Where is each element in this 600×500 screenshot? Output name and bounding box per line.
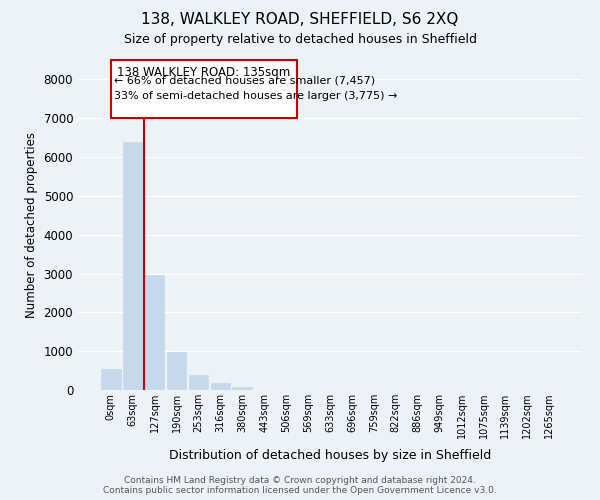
Bar xyxy=(123,142,143,390)
Bar xyxy=(167,352,187,390)
Bar xyxy=(188,375,208,390)
Bar xyxy=(145,276,164,390)
Text: 138, WALKLEY ROAD, SHEFFIELD, S6 2XQ: 138, WALKLEY ROAD, SHEFFIELD, S6 2XQ xyxy=(142,12,458,28)
Text: 138 WALKLEY ROAD: 135sqm: 138 WALKLEY ROAD: 135sqm xyxy=(118,66,290,79)
FancyBboxPatch shape xyxy=(111,60,297,118)
Bar xyxy=(101,368,121,390)
Text: 33% of semi-detached houses are larger (3,775) →: 33% of semi-detached houses are larger (… xyxy=(114,91,397,101)
Y-axis label: Number of detached properties: Number of detached properties xyxy=(25,132,38,318)
Text: Contains HM Land Registry data © Crown copyright and database right 2024.
Contai: Contains HM Land Registry data © Crown c… xyxy=(103,476,497,495)
Text: Size of property relative to detached houses in Sheffield: Size of property relative to detached ho… xyxy=(124,32,476,46)
Bar xyxy=(211,383,230,390)
Bar xyxy=(232,386,252,390)
Text: ← 66% of detached houses are smaller (7,457): ← 66% of detached houses are smaller (7,… xyxy=(114,76,375,86)
X-axis label: Distribution of detached houses by size in Sheffield: Distribution of detached houses by size … xyxy=(169,450,491,462)
